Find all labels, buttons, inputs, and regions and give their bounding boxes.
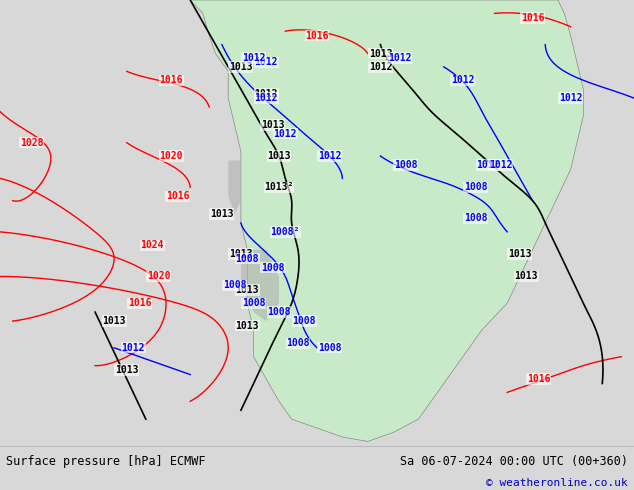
Text: 1013: 1013 xyxy=(229,249,253,259)
Text: 1012: 1012 xyxy=(451,75,475,85)
Text: Sa 06-07-2024 00:00 UTC (00+360): Sa 06-07-2024 00:00 UTC (00+360) xyxy=(399,455,628,468)
Text: 1016: 1016 xyxy=(165,191,190,201)
Text: 1008²: 1008² xyxy=(271,227,300,237)
Text: 1020: 1020 xyxy=(146,271,171,281)
Text: 1012: 1012 xyxy=(318,151,342,161)
Text: 1008: 1008 xyxy=(394,160,418,170)
Text: 1008: 1008 xyxy=(463,214,488,223)
Text: 1013: 1013 xyxy=(235,285,259,295)
Text: 1016: 1016 xyxy=(305,31,329,41)
Text: 1012: 1012 xyxy=(559,93,583,103)
Text: 1013²: 1013² xyxy=(264,182,294,192)
Text: 1013: 1013 xyxy=(115,365,139,375)
Text: 1024: 1024 xyxy=(140,240,164,250)
Text: 1013: 1013 xyxy=(261,120,285,130)
Text: 1012: 1012 xyxy=(121,343,145,353)
Text: 1008: 1008 xyxy=(292,316,316,326)
Text: 1016: 1016 xyxy=(159,75,183,85)
Text: 1013: 1013 xyxy=(235,320,259,331)
Text: 1013: 1013 xyxy=(508,249,532,259)
Text: 1008: 1008 xyxy=(267,307,291,317)
Text: 1012: 1012 xyxy=(489,160,513,170)
Text: 1008: 1008 xyxy=(223,280,247,291)
Text: 1016: 1016 xyxy=(527,374,551,384)
Text: © weatheronline.co.uk: © weatheronline.co.uk xyxy=(486,478,628,489)
Text: 1016: 1016 xyxy=(521,13,545,23)
Text: 1012: 1012 xyxy=(476,160,500,170)
Text: 1028: 1028 xyxy=(20,138,44,147)
Text: 1008: 1008 xyxy=(463,182,488,192)
Text: 1008: 1008 xyxy=(286,338,310,348)
Text: 1012: 1012 xyxy=(254,57,278,68)
Text: 1013: 1013 xyxy=(210,209,234,219)
Polygon shape xyxy=(190,0,583,441)
Text: 1016: 1016 xyxy=(127,298,152,308)
Text: 1012: 1012 xyxy=(273,129,297,139)
Text: 1013: 1013 xyxy=(368,49,392,58)
Text: 1013: 1013 xyxy=(267,151,291,161)
Text: 1012: 1012 xyxy=(387,53,411,63)
Text: 1013: 1013 xyxy=(102,316,126,326)
Text: 1008: 1008 xyxy=(318,343,342,353)
Text: 1008: 1008 xyxy=(235,254,259,264)
Text: 1008: 1008 xyxy=(261,263,285,272)
Text: 1020: 1020 xyxy=(159,151,183,161)
Text: 1012: 1012 xyxy=(368,62,392,72)
Text: 1012: 1012 xyxy=(254,89,278,98)
Text: Surface pressure [hPa] ECMWF: Surface pressure [hPa] ECMWF xyxy=(6,455,206,468)
Text: 1012: 1012 xyxy=(254,93,278,103)
Text: 1012: 1012 xyxy=(242,53,266,63)
Polygon shape xyxy=(228,161,241,214)
Text: 1013: 1013 xyxy=(229,62,253,72)
Text: 1008: 1008 xyxy=(242,298,266,308)
Text: 1013: 1013 xyxy=(514,271,538,281)
Polygon shape xyxy=(241,250,279,321)
